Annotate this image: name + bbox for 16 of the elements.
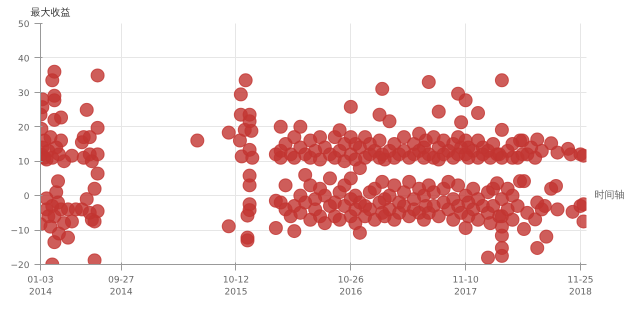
y-axis-title: 最大收益 — [30, 6, 70, 18]
y-tick-label: 10 — [18, 158, 30, 168]
y-tick-label: 50 — [18, 20, 30, 30]
y-tick-label: 40 — [18, 54, 30, 64]
y-tick-label: 30 — [18, 88, 30, 99]
x-tick-label: 10-12 2015 — [222, 276, 250, 298]
x-tick-label: 09-27 2014 — [108, 276, 134, 298]
x-tick-label: 10-26 2016 — [338, 276, 364, 298]
y-tick-label: −20 — [10, 261, 30, 271]
y-tick-label: 0 — [24, 192, 30, 202]
y-tick-label: −10 — [10, 226, 30, 237]
x-tick-label: 11-25 2018 — [567, 276, 594, 298]
x-axis-title: 时间轴 — [594, 189, 624, 202]
x-tick-label: 11-10 2017 — [452, 276, 479, 298]
x-tick-label: 01-03 2014 — [27, 276, 54, 298]
y-tick-label: 20 — [18, 123, 30, 134]
